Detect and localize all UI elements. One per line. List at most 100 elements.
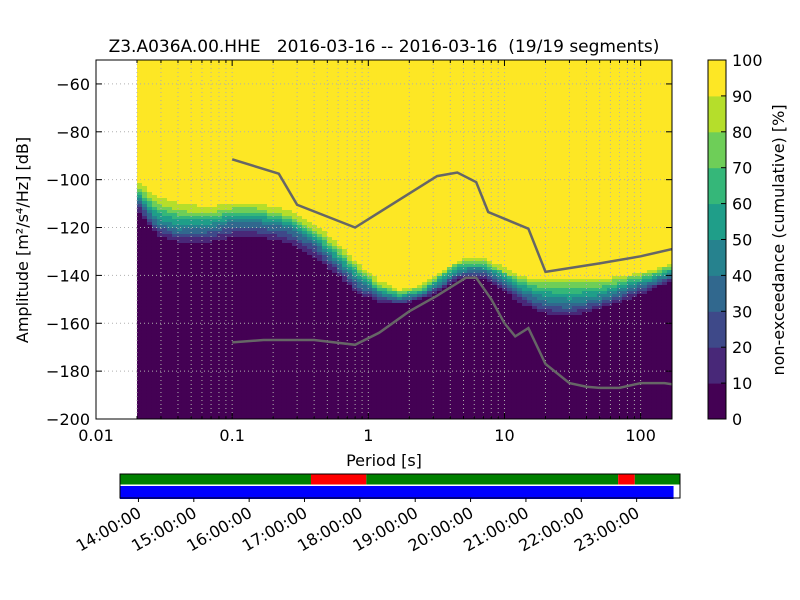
heatmap-cell: [156, 270, 163, 274]
heatmap-cell: [141, 150, 148, 154]
heatmap-cell: [331, 207, 338, 211]
heatmap-cell: [321, 327, 328, 331]
heatmap-cell: [221, 120, 228, 124]
heatmap-cell: [146, 270, 153, 274]
heatmap-cell: [196, 261, 203, 265]
heatmap-cell: [256, 327, 263, 331]
heatmap-cell: [151, 144, 158, 148]
heatmap-cell: [276, 225, 283, 229]
heatmap-cell: [276, 177, 283, 181]
heatmap-cell: [341, 234, 348, 238]
heatmap-cell: [341, 210, 348, 214]
heatmap-cell: [336, 405, 343, 409]
heatmap-cell: [171, 123, 178, 127]
heatmap-cell: [206, 150, 213, 154]
heatmap-cell: [176, 195, 183, 199]
heatmap-cell: [286, 198, 293, 202]
heatmap-cell: [271, 78, 278, 82]
heatmap-cell: [141, 165, 148, 169]
heatmap-cell: [226, 102, 233, 106]
heatmap-cell: [221, 222, 228, 226]
heatmap-cell: [266, 255, 273, 259]
heatmap-cell: [136, 75, 143, 79]
heatmap-cell: [151, 72, 158, 76]
heatmap-cell: [231, 102, 238, 106]
heatmap-cell: [171, 111, 178, 115]
heatmap-cell: [146, 210, 153, 214]
heatmap-cell: [311, 87, 318, 91]
heatmap-cell: [221, 306, 228, 310]
heatmap-cell: [261, 333, 268, 337]
heatmap-cell: [216, 375, 223, 379]
heatmap-cell: [161, 255, 168, 259]
heatmap-cell: [261, 291, 268, 295]
heatmap-cell: [296, 126, 303, 130]
heatmap-cell: [336, 294, 343, 298]
heatmap-cell: [261, 231, 268, 235]
heatmap-cell: [296, 315, 303, 319]
heatmap-cell: [311, 408, 318, 412]
heatmap-cell: [251, 273, 258, 277]
heatmap-cell: [236, 399, 243, 403]
heatmap-cell: [171, 108, 178, 112]
heatmap-cell: [146, 297, 153, 301]
heatmap-cell: [316, 381, 323, 385]
heatmap-cell: [246, 135, 253, 139]
heatmap-cell: [326, 306, 333, 310]
heatmap-cell: [276, 378, 283, 382]
heatmap-cell: [336, 348, 343, 352]
heatmap-cell: [176, 342, 183, 346]
heatmap-cell: [276, 78, 283, 82]
heatmap-cell: [246, 111, 253, 115]
heatmap-cell: [146, 216, 153, 220]
heatmap-cell: [226, 276, 233, 280]
heatmap-cell: [156, 366, 163, 370]
heatmap-cell: [226, 399, 233, 403]
heatmap-cell: [151, 147, 158, 151]
heatmap-cell: [246, 216, 253, 220]
heatmap-cell: [316, 291, 323, 295]
heatmap-cell: [316, 78, 323, 82]
heatmap-cell: [161, 84, 168, 88]
heatmap-cell: [196, 342, 203, 346]
heatmap-cell: [271, 126, 278, 130]
heatmap-cell: [136, 375, 143, 379]
heatmap-cell: [146, 408, 153, 412]
heatmap-cell: [341, 240, 348, 244]
heatmap-cell: [296, 66, 303, 70]
heatmap-cell: [166, 231, 173, 235]
heatmap-cell: [156, 333, 163, 337]
heatmap-cell: [161, 327, 168, 331]
heatmap-cell: [306, 411, 313, 415]
heatmap-cell: [276, 183, 283, 187]
heatmap-cell: [171, 285, 178, 289]
heatmap-cell: [161, 165, 168, 169]
heatmap-cell: [256, 357, 263, 361]
heatmap-cell: [256, 69, 263, 73]
heatmap-cell: [306, 306, 313, 310]
heatmap-cell: [311, 402, 318, 406]
heatmap-cell: [271, 318, 278, 322]
heatmap-cell: [196, 345, 203, 349]
heatmap-cell: [211, 408, 218, 412]
heatmap-cell: [266, 165, 273, 169]
heatmap-cell: [331, 369, 338, 373]
heatmap-cell: [266, 396, 273, 400]
heatmap-cell: [316, 234, 323, 238]
heatmap-cell: [196, 339, 203, 343]
heatmap-cell: [181, 117, 188, 121]
heatmap-cell: [226, 255, 233, 259]
heatmap-cell: [176, 153, 183, 157]
heatmap-cell: [141, 252, 148, 256]
heatmap-cell: [156, 285, 163, 289]
heatmap-cell: [331, 306, 338, 310]
heatmap-cell: [286, 213, 293, 217]
heatmap-cell: [151, 93, 158, 97]
heatmap-cell: [276, 270, 283, 274]
heatmap-cell: [286, 282, 293, 286]
heatmap-cell: [151, 369, 158, 373]
heatmap-cell: [251, 177, 258, 181]
heatmap-cell: [176, 165, 183, 169]
heatmap-cell: [301, 405, 308, 409]
heatmap-cell: [321, 147, 328, 151]
